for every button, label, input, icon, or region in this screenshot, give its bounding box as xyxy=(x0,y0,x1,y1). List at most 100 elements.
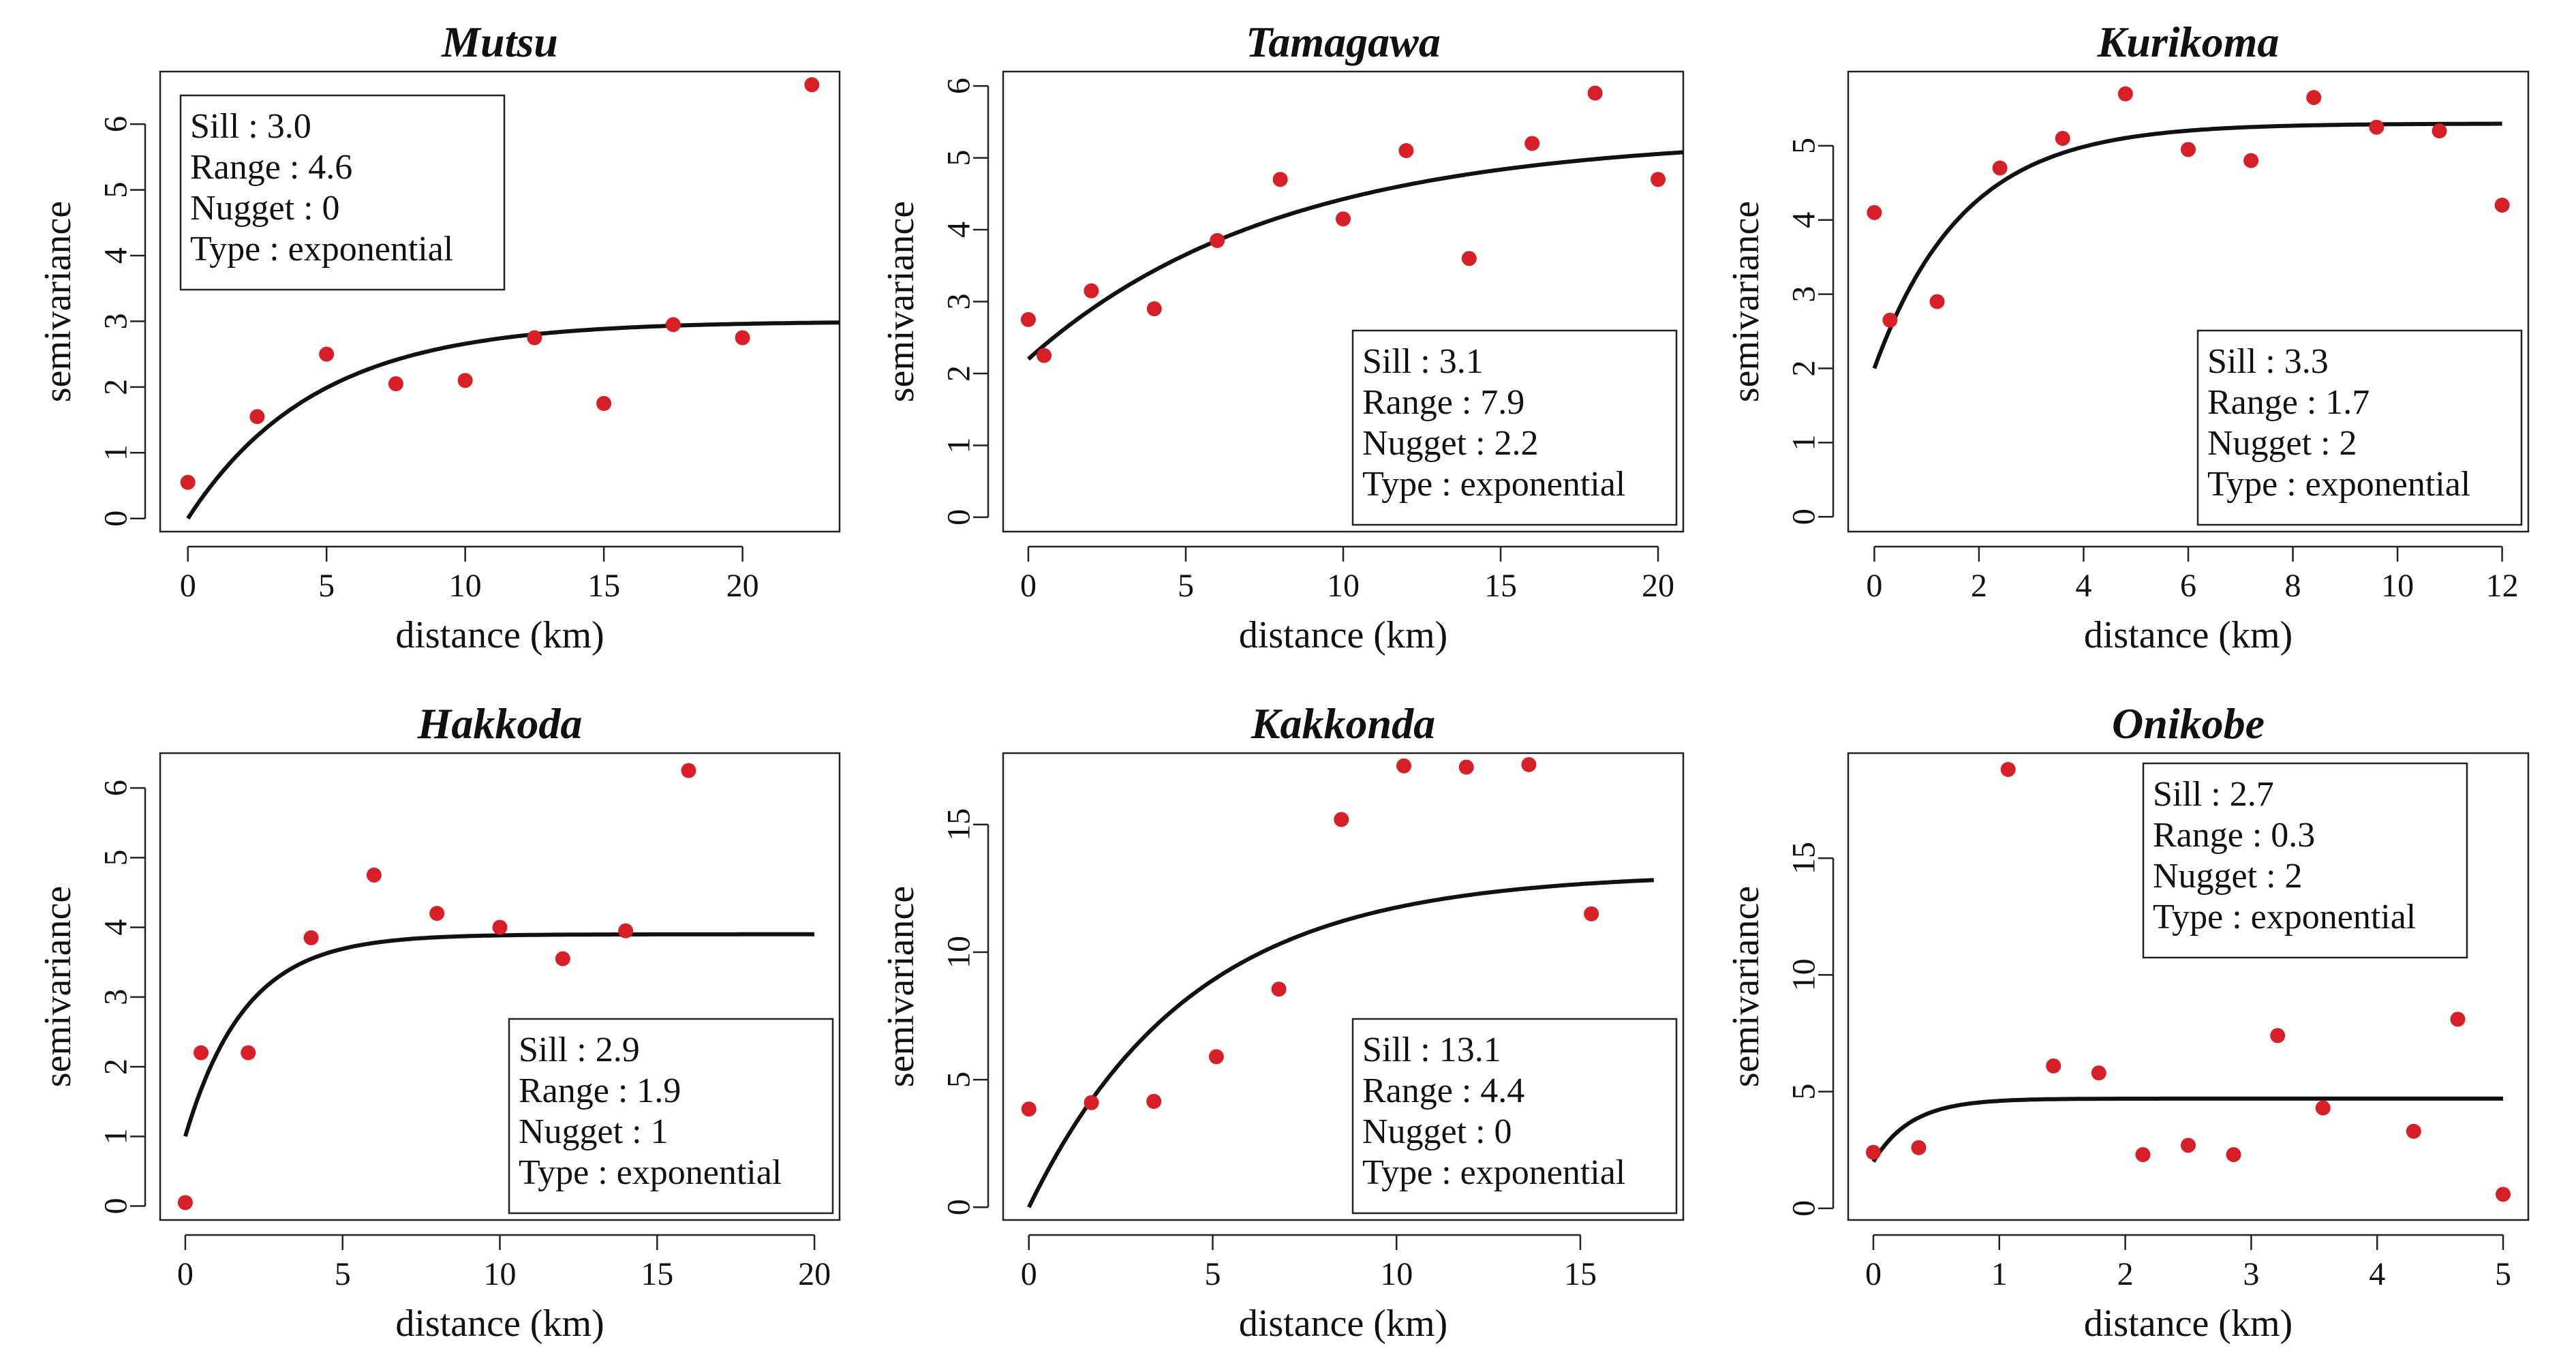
y-tick-label: 2 xyxy=(98,1058,134,1075)
x-axis: 0 5 10 15 20 xyxy=(180,545,759,604)
chart-title: Mutsu xyxy=(441,18,558,66)
y-tick-label: 6 xyxy=(98,780,134,796)
model-curve xyxy=(183,932,815,1138)
data-point xyxy=(2046,1058,2061,1073)
x-tick-label: 0 xyxy=(1020,568,1037,604)
data-point xyxy=(1587,85,1603,101)
plot-frame xyxy=(1847,752,2530,1221)
data-point xyxy=(1458,759,1474,775)
y-tick-label: 4 xyxy=(98,247,134,264)
y-axis: 0 1 2 3 4 5 6 xyxy=(98,780,147,1215)
x-tick-label: 15 xyxy=(1564,1256,1597,1292)
x-tick-label: 5 xyxy=(1178,568,1194,604)
x-tick-label: 10 xyxy=(1380,1256,1413,1292)
data-point xyxy=(457,373,473,388)
y-axis: 0 1 2 3 4 5 6 xyxy=(98,116,147,527)
data-point xyxy=(1208,1049,1224,1065)
parameter-line: Type : exponential xyxy=(190,230,453,269)
parameter-line: Range : 4.6 xyxy=(190,148,352,187)
panel-tamagawa: Tamagawa 0 5 10 15 20 distance (km) 0 1 2 3 4 5 6 semi… xyxy=(880,18,1685,656)
parameter-line: Type : exponential xyxy=(2207,465,2470,504)
data-point xyxy=(804,77,820,93)
panel-mutsu: Mutsu 0 5 10 15 20 distance (km) 0 1 2 3 4 5 6 semivar… xyxy=(37,18,841,656)
x-axis: 0 5 10 15 xyxy=(1021,1234,1597,1292)
x-axis-label: distance (km) xyxy=(395,1302,604,1345)
y-tick-label: 1 xyxy=(98,1128,134,1144)
data-point xyxy=(429,906,445,921)
y-tick-label: 1 xyxy=(98,444,134,461)
data-point xyxy=(1398,143,1414,159)
parameter-box-frame xyxy=(2142,762,2468,959)
y-tick-label: 6 xyxy=(98,116,134,132)
data-point xyxy=(177,1195,193,1210)
data-point xyxy=(1146,301,1162,317)
y-tick-label: 2 xyxy=(1786,360,1822,376)
y-axis-label: semivariance xyxy=(1725,201,1767,402)
chart-title: Hakkoda xyxy=(417,699,583,748)
x-axis: 0 1 2 3 4 5 xyxy=(1865,1234,2511,1292)
data-point xyxy=(1037,348,1052,363)
y-tick-label: 5 xyxy=(941,1071,977,1088)
y-axis: 0 5 10 15 xyxy=(1786,842,1835,1217)
y-tick-label: 5 xyxy=(1786,138,1822,154)
data-point xyxy=(319,346,335,362)
y-axis-label: semivariance xyxy=(880,886,922,1087)
data-point xyxy=(366,867,382,883)
x-axis-label: distance (km) xyxy=(2084,1302,2293,1345)
x-tick-label: 10 xyxy=(449,568,482,604)
x-tick-label: 10 xyxy=(2381,568,2414,604)
y-tick-label: 2 xyxy=(98,379,134,395)
data-point xyxy=(388,376,403,392)
chart-title: Kakkonda xyxy=(1251,699,1435,748)
y-tick-label: 3 xyxy=(98,313,134,329)
data-point xyxy=(1524,136,1540,151)
data-point xyxy=(2369,119,2385,135)
data-point xyxy=(1334,812,1349,827)
data-point xyxy=(1867,204,1882,220)
parameter-line: Type : exponential xyxy=(1362,1153,1625,1192)
data-point xyxy=(1865,1144,1881,1160)
x-tick-label: 0 xyxy=(1866,568,1882,604)
data-point xyxy=(1929,294,1945,309)
y-tick-label: 0 xyxy=(941,509,977,525)
parameter-box-frame xyxy=(2196,329,2523,526)
parameter-line: Range : 0.3 xyxy=(2153,816,2315,855)
y-axis-label: semivariance xyxy=(37,201,79,402)
plot-frame xyxy=(1002,752,1685,1221)
parameter-line: Range : 7.9 xyxy=(1362,383,1524,422)
x-axis-label: distance (km) xyxy=(395,614,604,656)
y-tick-label: 0 xyxy=(1786,508,1822,525)
data-point xyxy=(735,330,750,346)
y-tick-label: 6 xyxy=(941,78,977,94)
parameter-line: Nugget : 2 xyxy=(2207,424,2357,463)
x-tick-label: 5 xyxy=(1204,1256,1221,1292)
data-point xyxy=(1521,757,1537,772)
parameter-line: Sill : 3.0 xyxy=(190,107,311,146)
x-tick-label: 12 xyxy=(2486,568,2519,604)
x-tick-label: 15 xyxy=(641,1256,673,1292)
y-tick-label: 10 xyxy=(941,936,977,969)
data-point xyxy=(1272,172,1288,187)
panel-hakkoda: Hakkoda 0 5 10 15 20 distance (km) 0 1 2 3 4 5 6 semiv… xyxy=(37,699,841,1345)
data-point xyxy=(2406,1123,2421,1139)
model-curve xyxy=(186,320,840,520)
y-tick-label: 0 xyxy=(941,1199,977,1215)
y-tick-label: 0 xyxy=(98,1198,134,1215)
x-tick-label: 15 xyxy=(587,568,620,604)
x-axis-label: distance (km) xyxy=(1239,1302,1447,1345)
data-point xyxy=(2270,1028,2286,1043)
y-tick-label: 5 xyxy=(1786,1084,1822,1100)
x-tick-label: 8 xyxy=(2285,568,2301,604)
y-tick-label: 10 xyxy=(1786,958,1822,991)
y-tick-label: 1 xyxy=(941,437,977,453)
chart-title: Onikobe xyxy=(2112,699,2265,748)
chart-title: Tamagawa xyxy=(1246,18,1441,66)
model-curve xyxy=(1026,150,1684,361)
y-axis-label: semivariance xyxy=(1725,886,1767,1087)
data-point xyxy=(1146,1093,1162,1109)
x-axis: 0 5 10 15 20 xyxy=(177,1234,831,1292)
